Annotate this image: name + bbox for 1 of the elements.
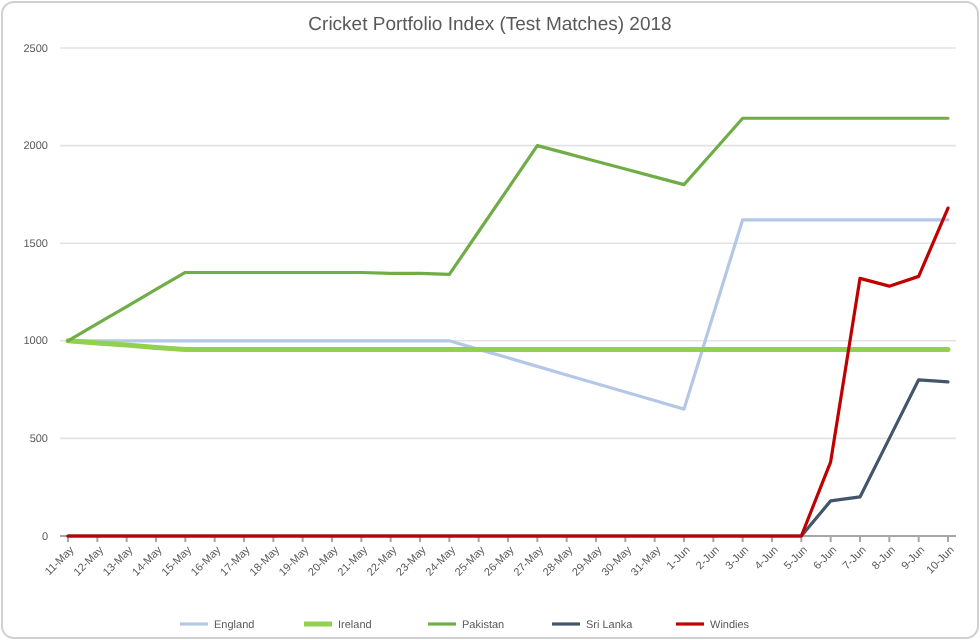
chart-title: Cricket Portfolio Index (Test Matches) 2018	[308, 14, 672, 36]
